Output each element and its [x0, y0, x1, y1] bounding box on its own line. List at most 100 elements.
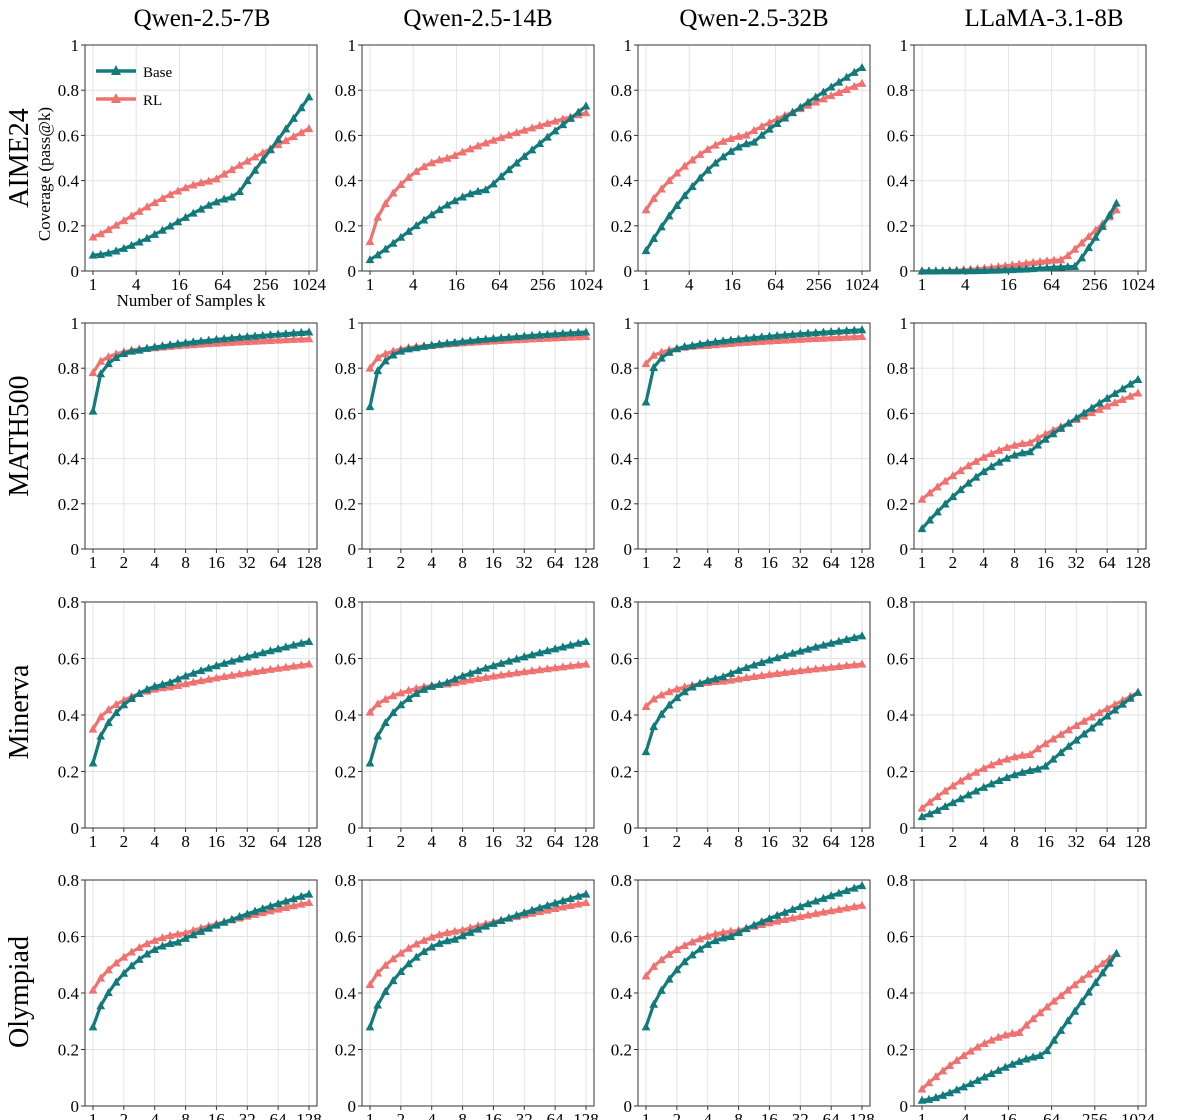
data-point-base — [1056, 262, 1066, 271]
y-tick-label: 0.4 — [887, 706, 909, 725]
x-tick-label: 8 — [181, 1110, 190, 1120]
data-point-base — [566, 640, 575, 649]
data-point-base — [219, 334, 229, 343]
model-title-qwen-7b: Qwen-2.5-7B — [134, 5, 271, 32]
data-point-rl — [258, 148, 268, 157]
data-point-base — [711, 936, 720, 945]
y-tick-label: 0.2 — [887, 495, 908, 514]
data-point-rl — [1049, 255, 1059, 264]
panel-math500-6: 0 0.2 0.4 0.6 0.8 1 1 2 4 8 16 32 64 128 — [611, 314, 875, 572]
data-point-base — [519, 151, 529, 160]
data-point-base — [1063, 262, 1073, 271]
data-point-base — [473, 335, 483, 344]
x-tick-label: 4 — [703, 832, 712, 851]
y-tick-label: 0.6 — [58, 126, 79, 145]
data-point-base — [581, 889, 591, 898]
x-tick-label: 8 — [734, 553, 743, 572]
data-point-base — [273, 134, 283, 143]
y-tick-label: 0.2 — [611, 495, 632, 514]
data-point-base — [566, 893, 575, 902]
axes-frame — [913, 44, 1147, 272]
y-tick-label: 0.6 — [58, 404, 79, 423]
x-tick-label: 16 — [485, 832, 502, 851]
data-point-base — [219, 194, 229, 203]
data-point-base — [496, 658, 506, 667]
data-point-base — [519, 331, 529, 340]
data-point-base — [1102, 393, 1112, 402]
legend-base-label: Base — [143, 65, 173, 81]
data-point-rl — [411, 683, 421, 692]
y-tick-label: 1 — [900, 36, 909, 55]
data-point-base — [741, 139, 751, 148]
data-point-rl — [242, 156, 252, 165]
x-tick-label: 128 — [296, 832, 322, 851]
data-point-base — [173, 674, 183, 683]
data-point-base — [994, 457, 1004, 466]
data-point-base — [641, 246, 651, 255]
data-point-rl — [734, 131, 743, 140]
data-point-base — [765, 913, 774, 922]
data-point-rl — [726, 926, 736, 935]
data-point-rl — [266, 335, 275, 344]
data-point-base — [150, 681, 160, 690]
y-tick-label: 0.2 — [887, 763, 908, 782]
data-point-rl — [373, 212, 383, 221]
y-tick-label: 0.2 — [58, 763, 79, 782]
data-point-base — [450, 934, 460, 943]
data-point-base — [373, 731, 383, 740]
data-point-base — [971, 786, 981, 795]
x-tick-label: 128 — [573, 1110, 599, 1120]
data-point-rl — [1102, 704, 1112, 713]
data-point-rl — [481, 672, 491, 681]
data-point-base — [1049, 262, 1059, 271]
data-point-rl — [250, 667, 260, 676]
y-tick-label: 0.2 — [335, 763, 356, 782]
data-point-base — [388, 238, 398, 247]
data-point-rl — [842, 84, 851, 93]
x-tick-label: 64 — [1043, 1110, 1061, 1120]
legend: Base RL — [96, 65, 173, 109]
data-point-base — [296, 638, 306, 647]
x-tick-label: 64 — [823, 1110, 841, 1120]
data-point-rl — [765, 918, 774, 927]
y-tick-label: 0 — [348, 1097, 357, 1116]
x-tick-label: 32 — [1068, 832, 1085, 851]
data-point-base — [741, 924, 751, 933]
data-point-rl — [250, 152, 260, 161]
data-point-rl — [204, 674, 214, 683]
data-point-rl — [980, 1038, 989, 1047]
data-point-rl — [979, 452, 989, 461]
data-point-base — [266, 646, 275, 655]
data-point-rl — [1071, 720, 1081, 730]
data-point-base — [1017, 767, 1027, 776]
data-point-base — [442, 677, 452, 686]
data-point-rl — [227, 165, 237, 174]
data-point-rl — [181, 183, 190, 192]
data-point-rl — [458, 147, 467, 156]
data-point-base — [987, 462, 996, 471]
data-point-rl — [933, 791, 942, 800]
data-point-base — [1077, 253, 1087, 262]
data-point-base — [212, 197, 221, 206]
x-tick-label: 32 — [1068, 553, 1085, 572]
data-point-base — [96, 369, 106, 378]
data-point-base — [826, 327, 836, 336]
data-point-base — [373, 250, 383, 259]
data-point-base — [649, 722, 659, 731]
data-point-rl — [811, 909, 821, 918]
x-tick-label: 16 — [1000, 1110, 1017, 1120]
series-line-rl — [91, 901, 310, 992]
data-point-base — [811, 92, 821, 101]
data-point-base — [188, 337, 198, 346]
data-point-base — [388, 976, 398, 985]
data-point-base — [142, 949, 152, 958]
data-point-base — [504, 913, 514, 922]
data-point-rl — [219, 672, 229, 681]
x-tick-label: 16 — [1037, 553, 1054, 572]
x-tick-label: 1024 — [1121, 275, 1156, 294]
x-tick-label: 256 — [1082, 1110, 1108, 1120]
x-tick-label: 1024 — [569, 275, 604, 294]
x-tick-label: 8 — [458, 553, 467, 572]
y-tick-label: 0.8 — [58, 593, 79, 612]
